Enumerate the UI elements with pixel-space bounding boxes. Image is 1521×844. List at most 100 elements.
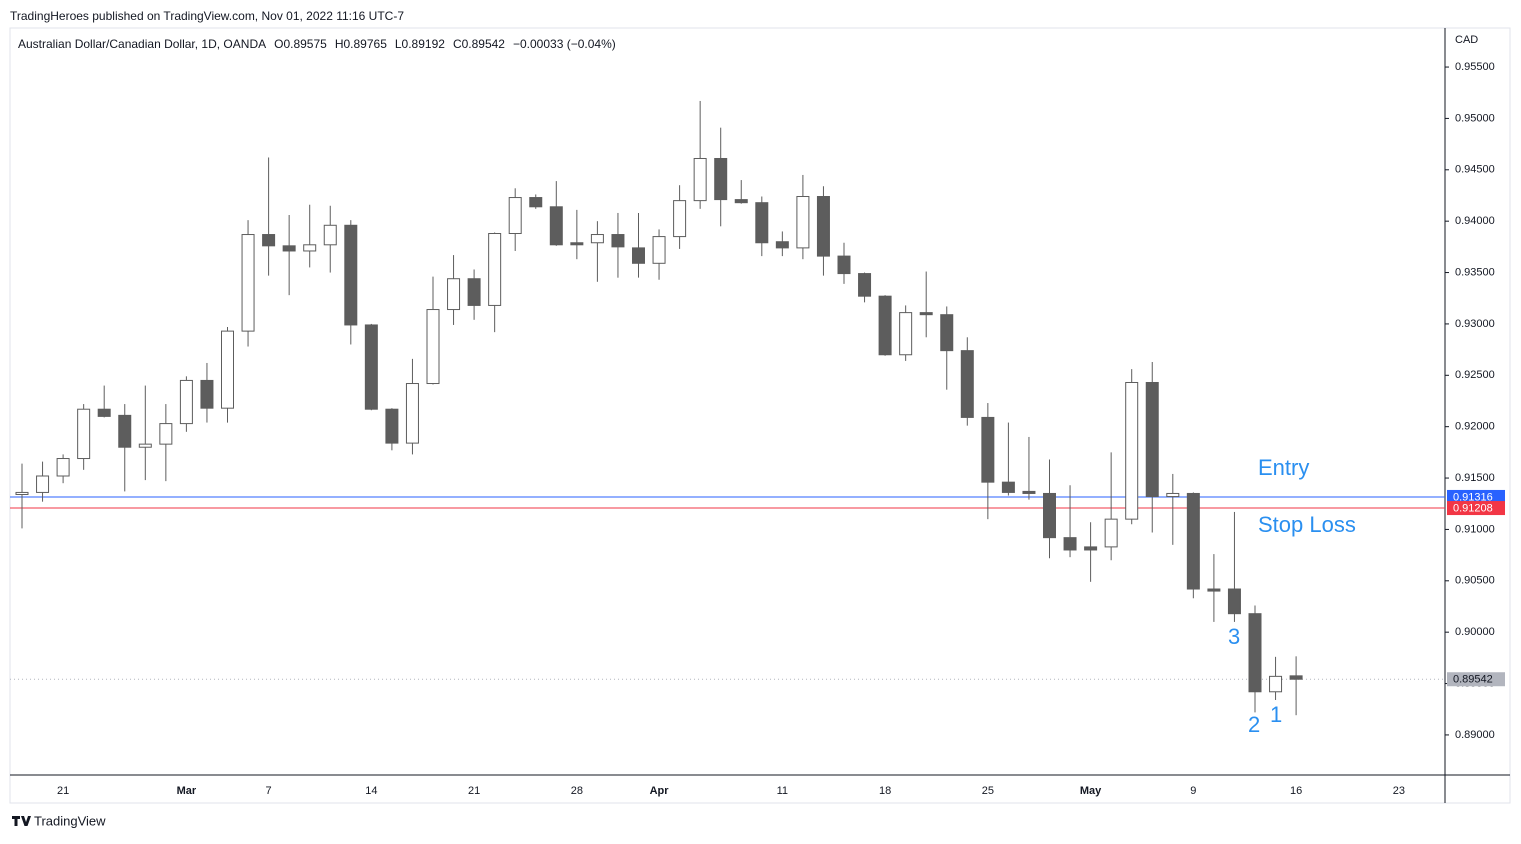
annotation: 3 <box>1228 624 1240 649</box>
candle-body <box>1125 381 1139 520</box>
candle-body <box>1186 492 1200 590</box>
candle-body <box>282 245 296 252</box>
candle-body <box>467 278 481 306</box>
candle-body <box>508 197 522 235</box>
candle-body <box>755 202 769 244</box>
price-label-bg <box>1447 672 1505 687</box>
legend-item: C0.89542 <box>453 37 505 51</box>
y-tick-label: 0.90000 <box>1455 626 1495 638</box>
candle-body <box>1227 588 1241 615</box>
candle-body <box>714 157 728 201</box>
candle-body <box>652 236 666 264</box>
x-tick-label: May <box>1080 785 1102 797</box>
candle-body <box>837 255 851 275</box>
candle-body <box>858 273 872 297</box>
candle-body <box>1084 546 1098 551</box>
candle-body <box>36 475 50 493</box>
candle-body <box>323 224 337 246</box>
candle-body <box>611 234 625 248</box>
candle-body <box>734 199 748 204</box>
candle-body <box>1207 588 1221 592</box>
candle-body <box>590 234 604 244</box>
candle-body <box>179 379 193 425</box>
annotation: 1 <box>1270 702 1282 727</box>
x-tick-label: 23 <box>1393 785 1405 797</box>
x-tick-label: 25 <box>982 785 994 797</box>
candle-body <box>1001 481 1015 493</box>
candle-body <box>775 241 789 249</box>
x-tick-label: 14 <box>365 785 377 797</box>
candle-body <box>1166 492 1180 498</box>
candle-body <box>981 416 995 483</box>
x-tick-label: 28 <box>571 785 583 797</box>
y-tick-label: 0.89000 <box>1455 729 1495 741</box>
x-tick-label: 11 <box>777 785 788 797</box>
candle-body <box>693 157 707 202</box>
candle-body <box>1145 381 1159 498</box>
price-label-bg <box>1447 489 1505 504</box>
candle-body <box>1022 490 1036 494</box>
legend-item: L0.89192 <box>395 37 445 51</box>
header: TradingHeroes published on TradingView.c… <box>10 9 404 23</box>
legend-item: H0.89765 <box>335 37 387 51</box>
legend-item: −0.00033 (−0.04%) <box>513 37 616 51</box>
annotation: 2 <box>1248 712 1260 737</box>
x-tick-label: Apr <box>650 785 670 797</box>
y-tick-label: 0.90500 <box>1455 575 1495 587</box>
candle-body <box>159 423 173 445</box>
y-tick-label: 0.93000 <box>1455 318 1495 330</box>
candle-body <box>1104 518 1118 548</box>
price-label: 0.91208 <box>1453 502 1493 514</box>
candle-body <box>262 234 276 247</box>
candle-body <box>426 309 440 385</box>
symbol-title: Australian Dollar/Canadian Dollar, 1D, O… <box>18 37 266 51</box>
x-tick-label: 16 <box>1290 785 1302 797</box>
candle-body <box>816 196 830 257</box>
legend-item: O0.89575 <box>274 37 327 51</box>
candle-body <box>1043 492 1056 539</box>
candle-body <box>529 197 543 208</box>
y-tick-label: 0.92500 <box>1455 369 1495 381</box>
y-tick-label: 0.92000 <box>1455 421 1495 433</box>
candle-body <box>796 196 810 249</box>
candle-body <box>97 408 111 417</box>
y-tick-label: 0.95500 <box>1455 61 1495 73</box>
candle-body <box>1063 537 1077 551</box>
candle-body <box>632 247 645 264</box>
price-label-bg <box>1447 501 1505 516</box>
x-tick-label: 21 <box>468 785 480 797</box>
currency: CAD <box>1455 34 1478 46</box>
y-tick-label: 0.91500 <box>1455 472 1495 484</box>
candle-body <box>221 330 234 409</box>
candle-body <box>303 244 317 252</box>
candle-body <box>1248 613 1262 693</box>
annotation: Entry <box>1258 455 1309 480</box>
candle-body <box>488 233 502 306</box>
x-tick-label: Mar <box>177 785 197 797</box>
footer-logo <box>12 816 31 826</box>
x-tick-label: 18 <box>879 785 891 797</box>
x-tick-label: 7 <box>266 785 272 797</box>
frame <box>9 27 1511 804</box>
candle-body <box>1289 675 1303 680</box>
candle-body <box>385 408 399 444</box>
candle-body <box>15 491 29 495</box>
y-tick-label: 0.95000 <box>1455 112 1495 124</box>
candle-body <box>570 242 584 246</box>
y-tick-label: 0.94000 <box>1455 215 1495 227</box>
candle-body <box>549 206 563 246</box>
candle-body <box>56 458 70 477</box>
candle-body <box>919 312 933 316</box>
candle-body <box>940 314 954 352</box>
footer-brand: TradingView <box>34 813 106 828</box>
candle-body <box>138 443 152 448</box>
candle-body <box>77 408 91 460</box>
price-label: 0.91316 <box>1453 491 1493 503</box>
candle-body <box>118 414 132 448</box>
candle-body <box>960 350 974 418</box>
x-tick-label: 21 <box>57 785 69 797</box>
y-tick-label: 0.94500 <box>1455 164 1495 176</box>
annotation: Stop Loss <box>1258 512 1356 537</box>
x-tick-label: 9 <box>1190 785 1196 797</box>
